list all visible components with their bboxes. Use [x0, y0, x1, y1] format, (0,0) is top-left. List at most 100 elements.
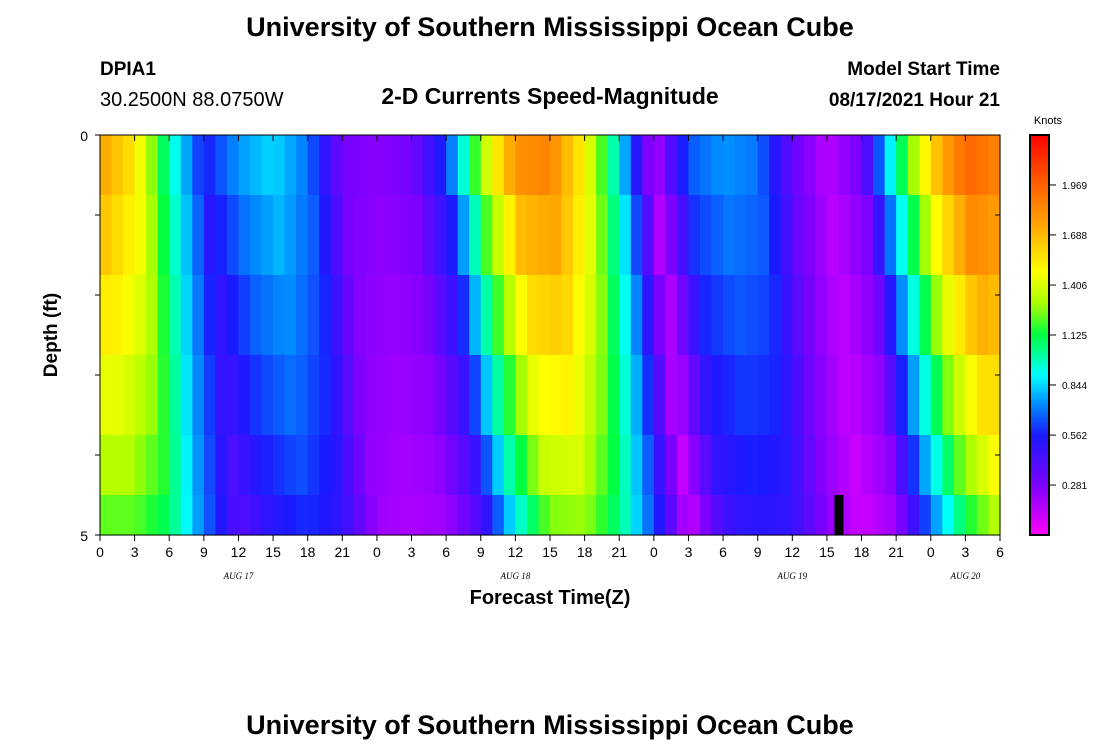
heatmap-cell	[619, 135, 632, 196]
heatmap-cell	[146, 355, 159, 436]
heatmap-cell	[653, 435, 666, 496]
heatmap-cell	[515, 275, 528, 356]
heatmap-cell	[884, 435, 897, 496]
heatmap-cell	[469, 275, 482, 356]
heatmap-cell	[792, 355, 805, 436]
x-tick-label: 12	[231, 544, 247, 560]
heatmap-cell	[861, 195, 874, 276]
heatmap-cell	[169, 355, 182, 436]
heatmap-cell	[376, 435, 390, 496]
heatmap-cell	[792, 495, 805, 536]
heatmap-cell	[653, 355, 666, 436]
heatmap-cell	[630, 435, 643, 496]
heatmap-cell	[226, 435, 240, 496]
heatmap-cell	[319, 435, 332, 496]
heatmap-cell	[123, 435, 136, 496]
heatmap-cell	[376, 275, 390, 356]
heatmap-cell	[734, 435, 747, 496]
heatmap-cell	[792, 275, 805, 356]
heatmap-cell	[561, 195, 574, 276]
x-tick-label: 3	[131, 544, 139, 560]
heatmap-cell	[180, 275, 193, 356]
heatmap-cell	[100, 495, 113, 536]
heatmap-cell	[953, 495, 966, 536]
heatmap-cell	[803, 275, 816, 356]
heatmap-cell	[192, 355, 205, 436]
heatmap-cell	[492, 275, 505, 356]
heatmap-cell	[365, 355, 378, 436]
heatmap-cell	[284, 355, 297, 436]
heatmap-cell	[642, 435, 655, 496]
heatmap-cell	[538, 435, 551, 496]
heatmap-cell	[100, 135, 113, 196]
heatmap-cell	[734, 275, 747, 356]
heatmap-cell	[261, 495, 274, 536]
y-axis-label: Depth (ft)	[41, 293, 62, 377]
heatmap-cell	[815, 435, 828, 496]
heatmap-cell	[619, 435, 632, 496]
heatmap-cell	[988, 275, 1001, 356]
heatmap-cell	[584, 495, 597, 536]
heatmap-cell	[134, 355, 147, 436]
heatmap-cell	[596, 275, 609, 356]
heatmap-cell	[988, 195, 1001, 276]
heatmap-cell	[376, 495, 390, 536]
heatmap-cell	[400, 195, 413, 276]
colorbar-tick-label: 1.688	[1062, 231, 1087, 242]
heatmap-cell	[353, 355, 366, 436]
heatmap-cell	[250, 435, 263, 496]
heatmap-cell	[146, 275, 159, 356]
heatmap-cell	[642, 275, 655, 356]
colorbar-label: Knots	[1034, 115, 1063, 127]
heatmap-cell	[676, 355, 690, 436]
heatmap-cell	[180, 495, 193, 536]
heatmap-cell	[238, 195, 251, 276]
heatmap-cell	[411, 435, 424, 496]
colorbar-tick-label: 1.406	[1062, 281, 1087, 292]
x-tick-label: 18	[300, 544, 316, 560]
heatmap-cell	[873, 275, 886, 356]
heatmap-cell	[261, 275, 274, 356]
heatmap-cell	[215, 135, 228, 196]
heatmap-cell	[469, 195, 482, 276]
heatmap-cell	[538, 195, 551, 276]
heatmap-cell	[146, 195, 159, 276]
heatmap-cell	[711, 135, 724, 196]
heatmap-cell	[423, 355, 436, 436]
heatmap-cell	[896, 355, 909, 436]
x-tick-label: 21	[335, 544, 351, 560]
x-tick-label: 18	[854, 544, 870, 560]
heatmap-cell	[411, 275, 424, 356]
heatmap-cell	[169, 495, 182, 536]
heatmap-cell	[492, 195, 505, 276]
heatmap-cell	[896, 495, 909, 536]
heatmap-cell	[723, 135, 736, 196]
heatmap-cell	[146, 435, 159, 496]
heatmap-cell	[838, 435, 851, 496]
heatmap-cell	[907, 195, 920, 276]
heatmap-cell	[838, 135, 851, 196]
heatmap-cell	[123, 195, 136, 276]
heatmap-cell	[353, 195, 366, 276]
heatmap-cell	[192, 495, 205, 536]
heatmap-cell	[434, 135, 447, 196]
heatmap-cell	[319, 355, 332, 436]
x-tick-label: 9	[200, 544, 208, 560]
x-tick-label: 6	[996, 544, 1004, 560]
heatmap-cell	[630, 195, 643, 276]
title-bottom: University of Southern Mississippi Ocean…	[246, 710, 854, 740]
heatmap-cell	[815, 135, 828, 196]
heatmap-cell	[584, 355, 597, 436]
heatmap-cell	[261, 435, 274, 496]
heatmap-cell	[353, 495, 366, 536]
colorbar-tick-label: 1.969	[1062, 181, 1087, 192]
current-time-marker	[834, 495, 844, 535]
heatmap-cell	[411, 195, 424, 276]
heatmap-cell	[884, 195, 897, 276]
heatmap-cell	[688, 275, 701, 356]
heatmap-cell	[700, 275, 713, 356]
heatmap-cell	[826, 195, 840, 276]
heatmap-cell	[619, 195, 632, 276]
heatmap-cell	[342, 495, 355, 536]
heatmap-cell	[723, 435, 736, 496]
